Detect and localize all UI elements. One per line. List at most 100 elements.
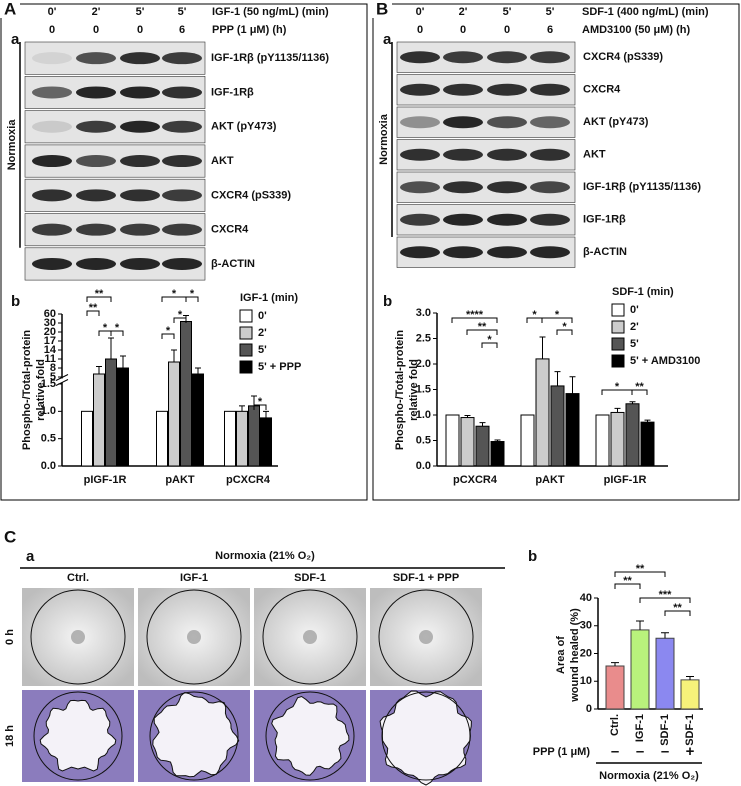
legend-swatch [239,326,253,340]
bar [117,367,129,467]
significance-bracket [161,333,175,339]
blot-band [530,116,570,129]
dish-outline [262,589,358,685]
error-bar [629,401,636,404]
label-bg [372,0,392,18]
error-bar [263,410,269,418]
bar [105,358,117,467]
blot-band [400,51,440,64]
y-axis-label: Phospho-/Total-protein [21,330,33,450]
x-tick-label: pIGF-1R [84,474,127,486]
bar [475,425,490,467]
blot-band [400,213,440,226]
blot-band [32,120,72,133]
dish-center [187,630,201,644]
dish-outline [33,691,123,781]
column-label: IGF-1 [180,572,208,584]
error-bar [96,366,102,374]
blot-band [76,223,116,236]
panel-sublabel: b [383,293,392,310]
error-bar [611,662,619,666]
bar [565,393,580,467]
condition-label: AMD3100 (50 μM) (h) [582,24,691,36]
panel-b-frame [372,3,740,501]
condition-value: 0' [416,6,425,18]
blot-band [443,246,483,259]
axis-break-gap [56,378,278,383]
legend-label: 5' + PPP [258,361,301,373]
blot-band [400,83,440,96]
legend-swatch [611,354,625,368]
blot-label: IGF-1Rβ [211,86,254,98]
panel-sublabel: b [11,293,20,310]
error-bar [120,355,126,368]
y-tick-label: 20 [44,326,56,338]
y-tick-label: 2.5 [416,332,431,344]
blot-band [400,181,440,194]
bar [156,410,168,467]
blot-band [76,155,116,168]
y-tick-label: 5 [50,371,56,383]
legend-label: 5' [630,338,639,350]
error-bar [108,337,114,359]
condition-value: 2' [459,6,468,18]
condition-value: 0 [504,24,510,36]
wound-area [39,699,117,772]
label-bg [0,0,20,18]
condition-value: 2' [92,6,101,18]
y-axis-label: wound healed (%) [569,608,581,703]
blot-band [530,51,570,64]
blot-label: AKT [583,149,606,161]
blot-band [530,83,570,96]
blot-band [443,213,483,226]
condition-value: 0 [460,24,466,36]
blot-band [32,52,72,65]
error-bar [661,632,669,639]
blot-label: β-ACTIN [583,246,627,258]
blot-band [120,52,160,65]
significance-bracket [614,571,666,577]
y-tick-label: 0.5 [41,433,56,445]
significance-bracket [541,317,573,323]
y-axis-label: relative fold [408,359,420,421]
blot-band [76,86,116,99]
significance-label: * [532,309,537,321]
column-label: Ctrl. [67,572,89,584]
blot-band [487,83,527,96]
blot-band [487,148,527,161]
bar [625,403,640,467]
y-tick-label: 11 [44,353,56,365]
y-tick-label: 1.0 [41,405,56,417]
significance-label: ** [478,321,487,333]
error-bar [195,367,201,374]
bar [192,373,204,467]
error-bar [686,676,694,680]
significance-label: ** [623,575,632,587]
blot-band [443,51,483,64]
dish-outline [265,691,355,781]
condition-value: 5' [503,6,512,18]
blot-band [162,223,202,236]
blot-label: IGF-1Rβ (pY1135/1136) [583,181,701,193]
legend-swatch [239,309,253,323]
legend-label: 5' + AMD3100 [630,355,700,367]
y-tick-label: 30 [44,317,56,329]
condition-label: PPP (1 μM) (h) [212,24,287,36]
bar [93,373,105,467]
blot-band [530,246,570,259]
significance-label: ** [673,602,682,614]
significance-bracket [185,296,199,302]
blot-band [76,189,116,202]
blot-label: IGF-1Rβ (pY1135/1136) [211,52,329,64]
x-tick-label: IGF-1 [634,714,646,742]
bar [180,321,192,467]
y-tick-label: 1.5 [416,383,431,395]
bar [260,417,272,467]
blot-band [120,223,160,236]
blot-label: IGF-1Rβ [583,214,626,226]
significance-label: ** [95,288,104,300]
condition-value: 0' [48,6,57,18]
blot-band [120,120,160,133]
condition-value: 0 [417,24,423,36]
blot-band [400,246,440,259]
